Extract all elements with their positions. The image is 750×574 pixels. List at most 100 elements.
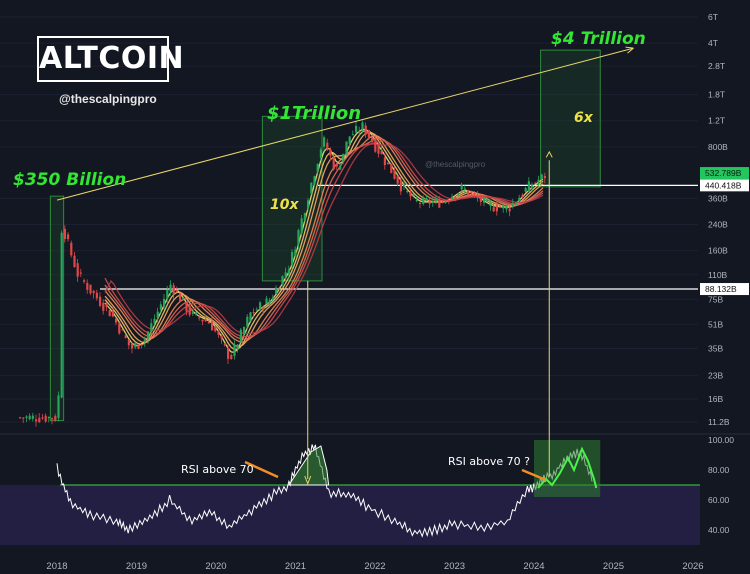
candle-body	[211, 321, 214, 331]
rsi-2021-spike	[287, 445, 330, 486]
candle-body	[147, 331, 150, 339]
candle-body	[150, 323, 153, 332]
annotation-1-trillion: $1Trillion	[267, 103, 362, 124]
candle-body	[323, 137, 326, 147]
candle-body	[166, 289, 169, 299]
candle-body	[227, 347, 230, 359]
horizontal-levels	[100, 184, 698, 290]
candle-body	[124, 335, 127, 338]
candle-body	[361, 122, 364, 130]
candle-body	[195, 311, 198, 315]
y-tick-label: 800B	[708, 142, 728, 152]
candle-body	[441, 202, 444, 204]
candle-body	[540, 174, 543, 180]
candle-body	[105, 303, 108, 307]
candle-body	[454, 196, 457, 199]
candle-body	[108, 310, 111, 317]
candle-body	[99, 296, 102, 306]
candle-body	[57, 395, 60, 418]
candle-body	[524, 188, 527, 192]
candle-body	[332, 157, 335, 170]
candle-body	[246, 316, 249, 327]
ma-ribbon-line	[104, 130, 544, 351]
candle-body	[313, 176, 316, 185]
x-axis: 2018 2019 2020 2021 2022 2023 2024 2025 2026	[46, 561, 703, 572]
x-tick-label: 2026	[682, 561, 703, 572]
candle-body	[89, 284, 92, 294]
trendline-arrowhead	[625, 46, 634, 54]
chart-title: ALTCOIN	[37, 36, 184, 82]
candle-body	[345, 141, 348, 154]
rsi-projection-box	[534, 440, 601, 497]
candle-body	[140, 344, 143, 346]
rsi-panel	[0, 440, 700, 545]
candle-body	[95, 292, 98, 299]
candle-body	[380, 151, 383, 155]
candle-body	[534, 182, 537, 184]
y-tick-label: 360B	[708, 193, 728, 203]
multiplier-6x: 6x	[574, 110, 593, 126]
price-tag-label: 440.418B	[705, 180, 742, 190]
candle-body	[511, 202, 514, 207]
candle-body	[326, 142, 329, 150]
candle-body	[431, 201, 434, 203]
price-tag-bg	[700, 167, 749, 180]
candle-body	[403, 184, 406, 187]
y-tick-label: 75B	[708, 294, 723, 304]
rsi-tick-label: 80.00	[708, 465, 730, 475]
rsi-tick-label: 40.00	[708, 525, 730, 535]
candle-body	[412, 194, 415, 196]
candle-body	[259, 302, 262, 310]
candle-body	[470, 191, 473, 193]
candle-body	[83, 280, 86, 282]
candle-body	[377, 143, 380, 154]
x-tick-label: 2020	[205, 561, 226, 572]
rsi-note-2021: RSI above 70	[181, 463, 254, 476]
candle-body	[191, 311, 194, 314]
y-tick-label: 2.8T	[708, 61, 725, 71]
x-tick-label: 2024	[523, 561, 544, 572]
candle-body	[297, 230, 300, 245]
x-tick-label: 2023	[444, 561, 465, 572]
candle-body	[316, 163, 319, 172]
candle-body	[505, 205, 508, 210]
candle-body	[476, 195, 479, 198]
candle-body	[387, 162, 390, 164]
candle-body	[51, 418, 54, 420]
candle-body	[63, 228, 66, 240]
candle-body	[207, 321, 210, 324]
candle-body	[502, 204, 505, 209]
candle-body	[492, 207, 495, 212]
y-tick-label: 6T	[708, 12, 718, 22]
candle-body	[444, 201, 447, 203]
candle-body	[499, 206, 502, 208]
candlestick-series	[19, 120, 546, 427]
x-tick-label: 2018	[46, 561, 67, 572]
highlight-box	[49, 195, 65, 422]
candle-body	[156, 311, 159, 318]
candle-body	[25, 416, 28, 418]
moving-average-ribbon	[104, 128, 544, 354]
y-tick-label: 23B	[708, 371, 723, 381]
trendline-line	[56, 47, 634, 201]
candle-body	[428, 201, 431, 204]
candle-body	[518, 197, 521, 201]
candle-body	[38, 417, 41, 423]
candle-body	[393, 170, 396, 179]
candle-body	[252, 312, 255, 314]
candle-body	[102, 302, 105, 311]
rsi-tick-label: 60.00	[708, 495, 730, 505]
rsi-note-2024: RSI above 70 ?	[448, 455, 530, 468]
candle-body	[188, 306, 191, 315]
candle-body	[425, 198, 428, 201]
watermark: @thescalpingpro	[425, 160, 486, 169]
candle-body	[319, 149, 322, 159]
candle-body	[223, 343, 226, 346]
candle-body	[163, 298, 166, 307]
candle-body	[521, 194, 524, 197]
candle-body	[495, 205, 498, 212]
candle-body	[291, 251, 294, 265]
candle-body	[172, 285, 175, 295]
candle-body	[422, 196, 425, 204]
candle-body	[44, 415, 47, 422]
